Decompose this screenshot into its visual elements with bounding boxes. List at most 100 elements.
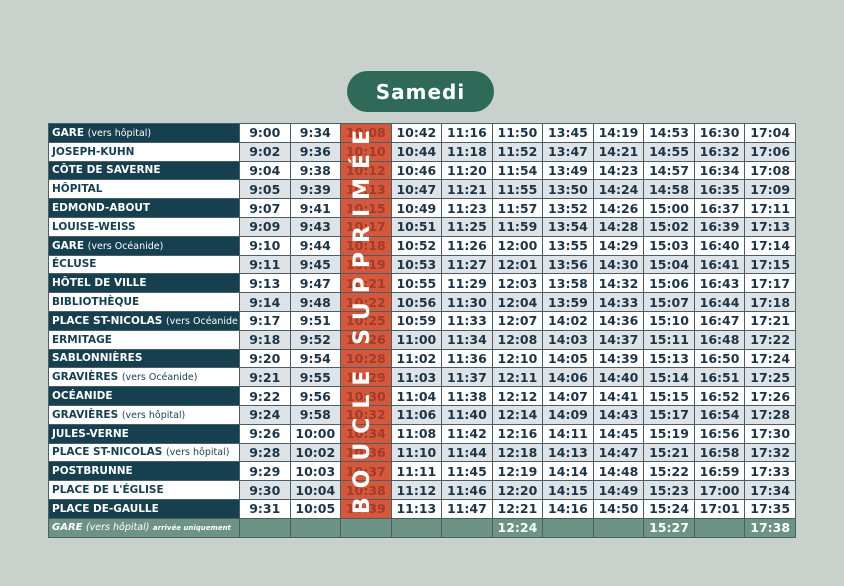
time-cell: 11:36 — [441, 348, 493, 369]
time-cell: 9:45 — [289, 254, 342, 275]
time-cell: 14:26 — [592, 198, 645, 218]
time-cell: 9:54 — [289, 348, 342, 369]
time-cell: 15:04 — [643, 254, 695, 275]
time-cell: 10:53 — [390, 254, 443, 275]
stop-name-cell: JOSEPH-KUHN — [48, 141, 240, 162]
time-cell: 14:29 — [592, 235, 645, 256]
cancelled-time-cell: 10:19 — [340, 254, 392, 275]
stop-name: OCÉANIDE — [52, 390, 113, 403]
time-cell: 11:18 — [441, 141, 493, 162]
stop-note: (vers hôpital) — [165, 447, 230, 459]
time-cell: 10:59 — [390, 310, 443, 331]
time-cell: 9:04 — [239, 160, 291, 181]
time-cell: 10:05 — [289, 498, 342, 519]
arrival-stop-cell: GARE (vers hôpital) arrivée uniquement — [48, 517, 240, 538]
time-cell: 15:17 — [643, 404, 695, 425]
time-cell: 14:39 — [592, 348, 645, 369]
time-cell: 14:15 — [542, 480, 594, 500]
time-cell: 15:07 — [643, 292, 695, 312]
time-cell: 9:28 — [239, 442, 291, 463]
timetable-row: SABLONNIÈRES 9:20 9:54 10:28 11:02 11:36 12:10… — [48, 348, 796, 369]
time-cell: 9:22 — [239, 386, 291, 406]
time-cell: 9:14 — [239, 292, 291, 312]
stop-name-cell: GARE (vers hôpital) — [48, 123, 240, 143]
time-cell: 14:40 — [592, 367, 645, 388]
time-cell: 10:00 — [289, 423, 342, 444]
time-cell: 14:57 — [643, 160, 695, 181]
time-cell: 12:11 — [491, 367, 544, 388]
cancelled-time-cell: 10:08 — [340, 123, 392, 143]
stop-name: BIBLIOTHÈQUE — [52, 296, 140, 309]
stop-name: EDMOND-ABOUT — [52, 202, 151, 215]
time-cell: 10:46 — [390, 160, 443, 181]
time-cell: 9:07 — [239, 198, 291, 218]
cancelled-time-cell: 10:32 — [340, 404, 392, 425]
time-cell: 15:10 — [643, 310, 695, 331]
time-cell: 17:06 — [744, 141, 796, 162]
cancelled-time-cell: 10:21 — [340, 273, 392, 294]
timetable-row: PLACE DE-GAULLE 9:31 10:05 10:39 11:13 11:47 1… — [48, 498, 796, 519]
time-cell: 14:49 — [592, 480, 645, 500]
stop-name: JOSEPH-KUHN — [52, 145, 135, 158]
time-cell: 14:21 — [592, 141, 645, 162]
arrival-time-cell — [542, 517, 594, 538]
time-cell: 16:39 — [693, 216, 746, 237]
time-cell: 14:50 — [592, 498, 645, 519]
timetable-row: LOUISE-WEISS 9:09 9:43 10:17 10:51 11:25 11:59… — [48, 216, 796, 237]
cancelled-time-cell: 10:13 — [340, 179, 392, 200]
time-cell: 16:37 — [693, 198, 746, 218]
time-cell: 13:56 — [542, 254, 594, 275]
arrival-time-cell — [239, 517, 291, 538]
time-cell: 9:05 — [239, 179, 291, 200]
arrival-time-cell: 17:38 — [744, 517, 796, 538]
timetable-row: JULES-VERNE 9:26 10:00 10:34 11:08 11:42 12:16… — [48, 423, 796, 444]
time-cell: 10:55 — [390, 273, 443, 294]
time-cell: 15:24 — [643, 498, 695, 519]
stop-name: PLACE ST-NICOLAS — [52, 446, 163, 459]
timetable-row: ÉCLUSE 9:11 9:45 10:19 10:53 11:27 12:01 13:56 1… — [48, 254, 796, 275]
time-cell: 14:06 — [542, 367, 594, 388]
time-cell: 14:53 — [643, 123, 695, 143]
time-cell: 17:22 — [744, 329, 796, 350]
stop-name: ÉCLUSE — [52, 258, 97, 271]
stop-name-cell: PLACE DE-GAULLE — [48, 498, 240, 519]
stop-note: (vers Océanide) — [165, 315, 240, 327]
time-cell: 12:20 — [491, 480, 544, 500]
time-cell: 11:54 — [491, 160, 544, 181]
time-cell: 15:23 — [643, 480, 695, 500]
time-cell: 9:48 — [289, 292, 342, 312]
time-cell: 15:21 — [643, 442, 695, 463]
time-cell: 9:24 — [239, 404, 291, 425]
stop-name-cell: CÔTE DE SAVERNE — [48, 160, 240, 181]
stop-name: PLACE DE-GAULLE — [52, 502, 159, 515]
arrival-stop-name: GARE — [52, 522, 83, 534]
time-cell: 15:00 — [643, 198, 695, 218]
time-cell: 9:30 — [239, 480, 291, 500]
time-cell: 17:01 — [693, 498, 746, 519]
time-cell: 9:36 — [289, 141, 342, 162]
time-cell: 17:34 — [744, 480, 796, 500]
cancelled-time-cell: 10:30 — [340, 386, 392, 406]
timetable-row: POSTBRUNNE 9:29 10:03 10:37 11:11 11:45 12:19 1… — [48, 461, 796, 482]
time-cell: 15:06 — [643, 273, 695, 294]
time-cell: 14:03 — [542, 329, 594, 350]
arrival-stop-note: (vers hôpital) — [85, 522, 150, 534]
time-cell: 10:49 — [390, 198, 443, 218]
time-cell: 16:40 — [693, 235, 746, 256]
time-cell: 14:05 — [542, 348, 594, 369]
stop-name-cell: LOUISE-WEISS — [48, 216, 240, 237]
time-cell: 11:57 — [491, 198, 544, 218]
time-cell: 9:52 — [289, 329, 342, 350]
time-cell: 12:08 — [491, 329, 544, 350]
arrival-time-cell — [390, 517, 443, 538]
time-cell: 14:11 — [542, 423, 594, 444]
time-cell: 14:58 — [643, 179, 695, 200]
time-cell: 16:35 — [693, 179, 746, 200]
time-cell: 9:39 — [289, 179, 342, 200]
page-title: Samedi — [347, 71, 494, 112]
time-cell: 10:47 — [390, 179, 443, 200]
time-cell: 12:12 — [491, 386, 544, 406]
time-cell: 14:43 — [592, 404, 645, 425]
cancelled-time-cell: 10:26 — [340, 329, 392, 350]
time-cell: 16:52 — [693, 386, 746, 406]
